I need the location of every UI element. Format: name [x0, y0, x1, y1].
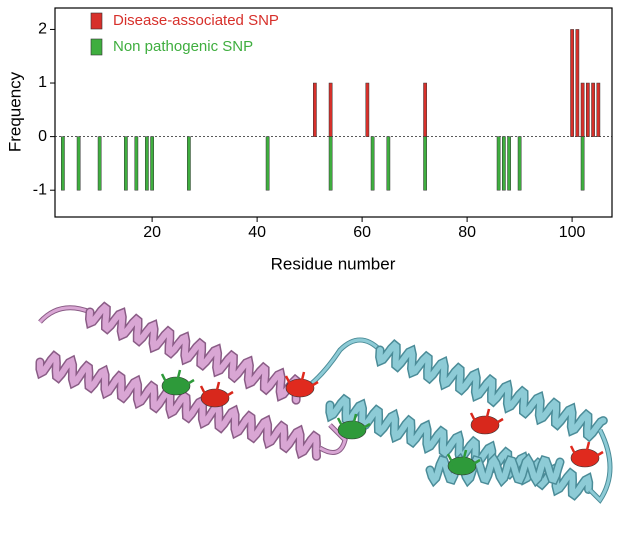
bar: [370, 136, 375, 191]
bar: [265, 136, 270, 191]
bar: [517, 136, 522, 191]
bar: [97, 136, 102, 191]
x-axis-label: Residue number: [271, 254, 396, 273]
bar: [76, 136, 81, 191]
plot-frame: [54, 7, 613, 218]
helix: [376, 341, 607, 441]
benign-residue-sidechain: [160, 369, 195, 388]
y-tick-label: -1: [33, 181, 47, 198]
disease-residue-sidechain: [569, 441, 604, 460]
bar: [61, 136, 65, 191]
disease-residue-sidechain: [284, 371, 319, 390]
x-tick-label: 100: [559, 224, 586, 241]
y-tick-label: 0: [38, 128, 47, 145]
benign-residue-sidechain: [446, 449, 481, 468]
bar: [496, 136, 501, 191]
x-tick-label: 40: [248, 224, 266, 241]
y-axis-label: Frequency: [5, 71, 24, 152]
y-tick-label: 2: [38, 21, 47, 38]
helix: [427, 455, 563, 485]
bar: [423, 136, 427, 191]
bar: [187, 136, 191, 191]
disease-residue-sidechain: [469, 408, 504, 427]
bar: [145, 136, 149, 191]
bar: [580, 82, 585, 137]
legend-swatch: [90, 12, 103, 30]
bar: [124, 136, 128, 191]
bar: [150, 136, 154, 191]
x-tick-label: 80: [458, 224, 476, 241]
bar: [386, 136, 391, 191]
bar: [313, 82, 317, 137]
bar: [591, 82, 595, 137]
bar: [134, 136, 139, 191]
bar: [328, 136, 333, 191]
x-tick-label: 60: [353, 224, 371, 241]
legend-swatch: [90, 38, 103, 56]
benign-residue-sidechain: [336, 413, 371, 432]
loop: [588, 429, 612, 503]
bar: [596, 82, 601, 137]
loop: [38, 306, 91, 324]
legend-label: Non pathogenic SNP: [113, 38, 253, 55]
bar: [570, 29, 574, 137]
bar: [586, 82, 590, 137]
helix: [36, 352, 320, 460]
legend-label: Disease-associated SNP: [113, 12, 279, 29]
bar: [507, 136, 511, 191]
bar: [575, 29, 580, 137]
bar: [502, 136, 506, 191]
protein-structure: [35, 301, 613, 504]
y-tick-label: 1: [38, 74, 47, 91]
bar: [328, 82, 333, 137]
helix: [326, 395, 592, 499]
loop: [319, 423, 347, 454]
bar: [580, 136, 585, 191]
disease-residue-sidechain: [199, 381, 234, 400]
bar: [423, 82, 427, 137]
x-tick-label: 20: [143, 224, 161, 241]
bar: [365, 82, 370, 137]
helix: [86, 303, 300, 404]
